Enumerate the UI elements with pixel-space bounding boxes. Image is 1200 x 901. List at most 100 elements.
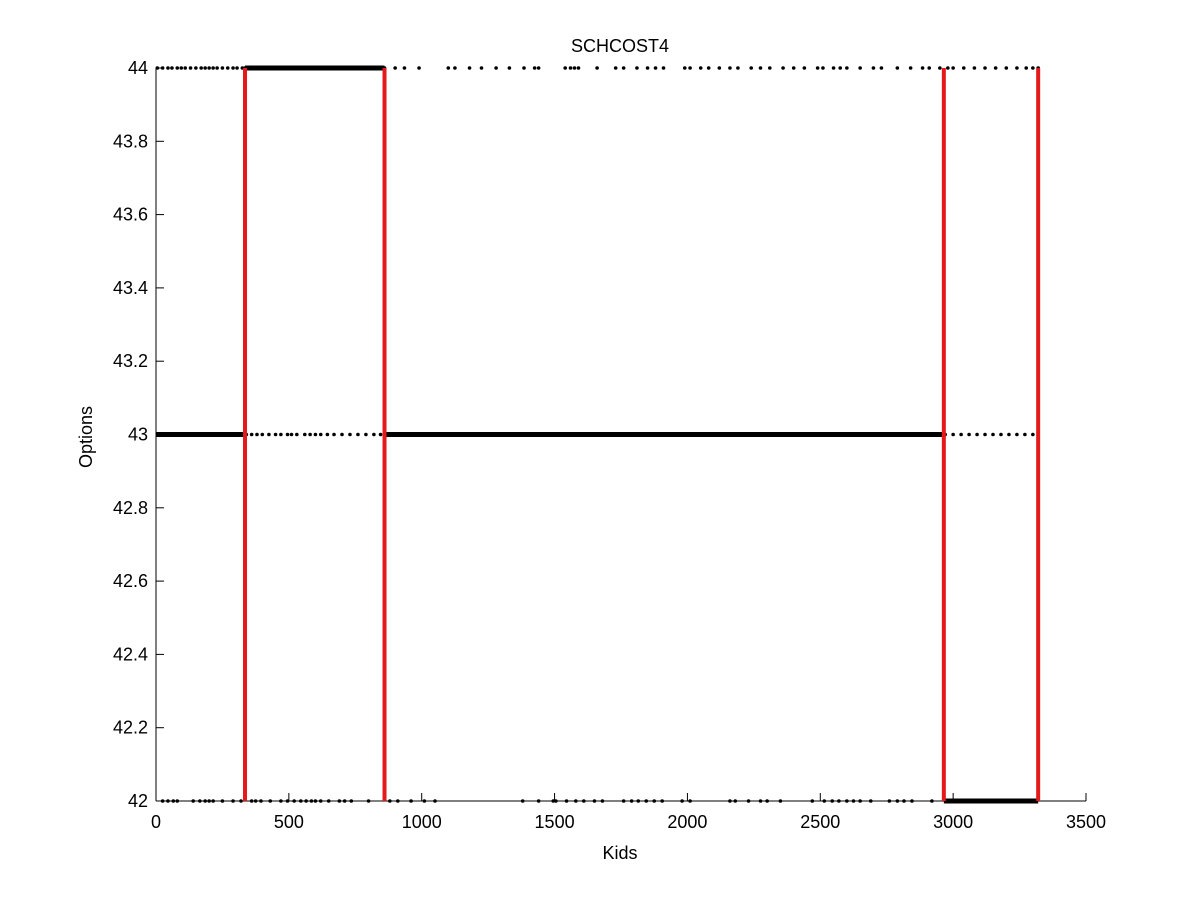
data-point (1004, 66, 1009, 70)
data-point (908, 66, 913, 70)
data-point (802, 66, 807, 70)
data-point (337, 799, 342, 803)
data-point (349, 799, 354, 803)
data-point (507, 66, 512, 70)
data-point (871, 66, 876, 70)
data-point (326, 799, 331, 803)
x-tick-label: 3500 (1066, 812, 1106, 832)
data-point (160, 66, 165, 70)
data-point (166, 799, 170, 803)
data-point (551, 799, 556, 803)
chart-title: SCHCOST4 (571, 36, 669, 56)
data-point (554, 799, 558, 803)
data-point (388, 799, 392, 803)
data-point (260, 432, 265, 437)
data-point (959, 432, 963, 437)
data-point (175, 799, 180, 803)
data-point (758, 66, 763, 70)
data-point (815, 66, 820, 70)
data-point (166, 66, 170, 70)
x-tick-label: 3000 (933, 812, 973, 832)
data-point (378, 432, 383, 437)
data-point (758, 799, 763, 803)
data-point (225, 66, 230, 70)
data-point (259, 799, 263, 803)
data-point (536, 799, 541, 803)
data-point (446, 66, 451, 70)
data-point (765, 799, 769, 803)
data-point (728, 799, 732, 803)
data-point (563, 66, 567, 70)
data-point (160, 799, 165, 803)
data-point (211, 66, 215, 70)
data-point (235, 66, 239, 70)
data-point (396, 799, 400, 803)
data-point (402, 66, 407, 70)
data-point (879, 66, 884, 70)
data-point (318, 432, 323, 437)
data-point (239, 799, 243, 803)
data-point (308, 432, 312, 437)
data-point (303, 432, 307, 437)
data-point (1007, 432, 1011, 437)
data-point (304, 799, 308, 803)
data-point (199, 66, 203, 70)
data-point (822, 799, 827, 803)
data-point (983, 66, 987, 70)
data-point (972, 66, 977, 70)
data-point (342, 799, 347, 803)
y-tick-label: 43.2 (113, 351, 148, 371)
data-point (920, 66, 925, 70)
y-axis-title: Options (76, 406, 96, 468)
data-point (746, 799, 751, 803)
data-point (983, 432, 987, 437)
data-point (887, 799, 892, 803)
data-point (574, 799, 578, 803)
data-point (292, 799, 296, 803)
data-point (975, 432, 979, 437)
data-point (868, 799, 873, 803)
data-point (592, 799, 597, 803)
data-point (938, 66, 942, 70)
y-tick-label: 43.4 (113, 278, 148, 298)
data-point (930, 799, 934, 803)
y-tick-label: 42.8 (113, 498, 148, 518)
data-point (858, 799, 862, 803)
data-point (479, 66, 484, 70)
data-point (653, 66, 658, 70)
data-point (1023, 432, 1027, 437)
data-point (188, 66, 193, 70)
data-point (231, 799, 235, 803)
data-point (340, 432, 344, 437)
y-tick-label: 42.6 (113, 571, 148, 591)
data-point (688, 66, 692, 70)
x-tick-label: 1500 (535, 812, 575, 832)
data-point (991, 432, 995, 437)
data-point (951, 432, 955, 437)
data-point (179, 66, 184, 70)
data-point (600, 799, 605, 803)
data-point (215, 66, 219, 70)
data-point (621, 799, 626, 803)
data-point (194, 66, 198, 70)
data-point (220, 799, 225, 803)
data-point (279, 799, 283, 803)
data-point (207, 66, 211, 70)
data-point (733, 799, 738, 803)
data-point (660, 799, 664, 803)
y-tick-label: 43.6 (113, 205, 148, 225)
x-tick-label: 0 (151, 812, 161, 832)
data-point (837, 799, 841, 803)
data-point (635, 66, 639, 70)
data-point (636, 799, 641, 803)
data-point (183, 66, 188, 70)
y-tick-label: 44 (128, 58, 148, 78)
data-point (253, 799, 258, 803)
data-point (576, 66, 581, 70)
data-point (781, 66, 785, 70)
data-point (453, 66, 457, 70)
data-point (851, 799, 856, 803)
data-point (249, 799, 254, 803)
